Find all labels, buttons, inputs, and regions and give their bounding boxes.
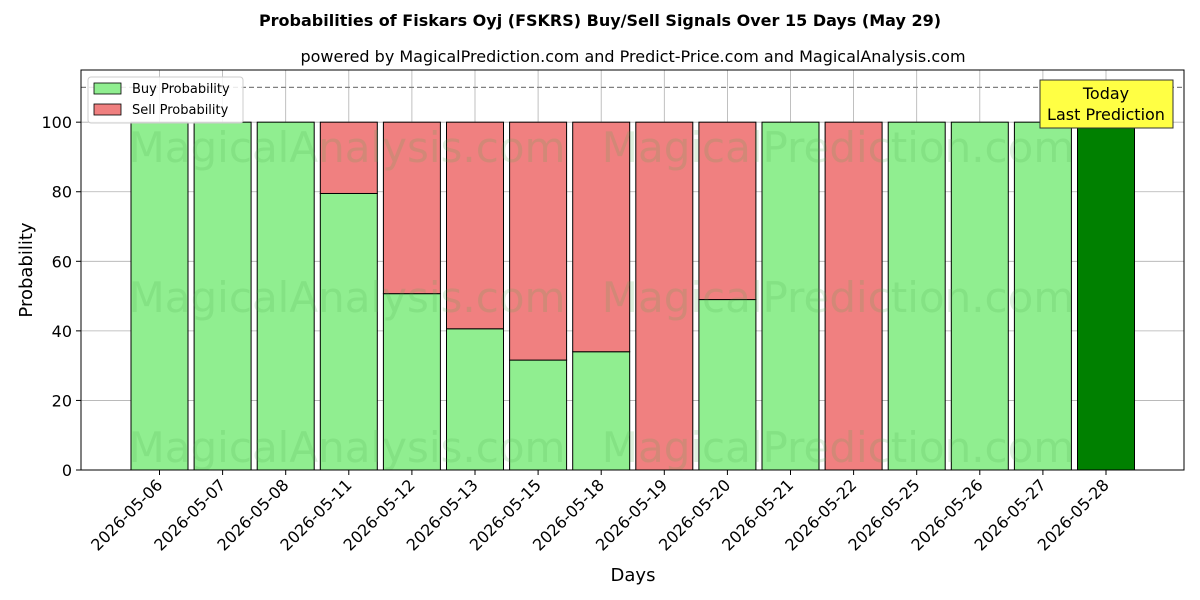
bar-buy-2026-05-12 [382, 293, 441, 471]
y-axis-label: Probability [16, 222, 37, 317]
legend: Buy Probability Sell Probability [87, 76, 244, 124]
bars [130, 121, 1135, 471]
bar-buy-2026-05-28 [1077, 121, 1135, 471]
bar-buy-2026-05-15 [509, 359, 568, 471]
y-tick-label: 80 [52, 183, 72, 202]
legend-label-buy: Buy Probability [132, 82, 230, 97]
chart-title: Probabilities of Fiskars Oyj (FSKRS) Buy… [259, 11, 941, 30]
chart-subtitle: powered by MagicalPrediction.com and Pre… [300, 47, 965, 66]
bar-sell-2026-05-11 [319, 121, 378, 194]
watermark-text: MagicalPrediction.com [602, 123, 1075, 172]
plot-frame [80, 69, 1185, 471]
watermark-text: MagicalPrediction.com [602, 423, 1075, 472]
y-tick-label: 0 [62, 461, 72, 480]
bar-sell-2026-05-18 [572, 121, 631, 353]
annotation-box [1039, 79, 1174, 129]
annotation-line-2: Last Prediction [1047, 105, 1165, 124]
x-axis-label: Days [611, 565, 656, 586]
bar-buy-2026-05-18 [572, 351, 631, 471]
bar-sell-2026-05-19 [635, 121, 694, 471]
y-tick-label: 100 [41, 113, 72, 132]
annotation-line-1: Today [1082, 84, 1129, 103]
watermark-text: MagicalAnalysis.com [129, 123, 566, 172]
bar-sell-2026-05-13 [446, 121, 504, 330]
x-axis-ticks: 2026-05-062026-05-072026-05-082026-05-11… [87, 470, 1113, 555]
y-tick-label: 40 [52, 322, 72, 341]
today-annotation: Today Last Prediction [1039, 79, 1174, 129]
y-tick-label: 20 [52, 391, 72, 410]
legend-label-sell: Sell Probability [132, 103, 229, 118]
watermarks: MagicalAnalysis.com MagicalPrediction.com… [129, 123, 1075, 472]
legend-swatch-sell [93, 103, 122, 116]
bar-buy-2026-05-20 [698, 299, 757, 471]
bar-sell-2026-05-12 [382, 121, 441, 295]
watermark-text: MagicalAnalysis.com [129, 423, 566, 472]
bar-sell-2026-05-20 [698, 121, 757, 301]
watermark-text: MagicalAnalysis.com [129, 273, 566, 322]
bar-buy-2026-05-26 [950, 121, 1009, 471]
bar-buy-2026-05-08 [256, 121, 315, 471]
legend-swatch-buy [93, 82, 122, 95]
y-axis-ticks: 0 20 40 60 80 100 [41, 113, 81, 480]
bar-buy-2026-05-21 [761, 121, 820, 471]
bar-sell-2026-05-15 [509, 121, 568, 361]
watermark-text: MagicalPrediction.com [602, 273, 1075, 322]
legend-box [87, 76, 244, 124]
bar-sell-2026-05-22 [824, 121, 883, 471]
bar-buy-2026-05-25 [887, 121, 946, 471]
bar-buy-2026-05-27 [1013, 121, 1072, 471]
y-tick-label: 60 [52, 252, 72, 271]
